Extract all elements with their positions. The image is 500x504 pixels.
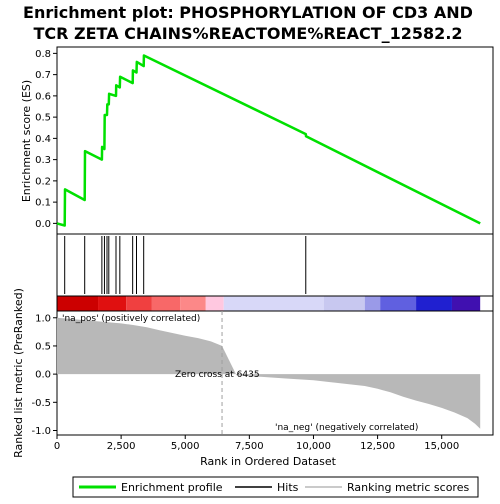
hit-lines [64,236,307,294]
plot-title-line1: Enrichment plot: PHOSPHORYLATION OF CD3 … [23,3,473,22]
hits-panel-frame [56,233,494,297]
hits-panel [56,233,494,297]
legend-metric-label: Ranking metric scores [347,481,469,494]
es-y-tick-label: 0.0 [35,219,51,230]
metric-x-tick-label: 12,500 [360,441,395,452]
metric-x-tick-label: 0 [54,441,60,452]
color-bar-cell [151,296,181,311]
metric-y-tick-label: -0.5 [31,398,51,409]
es-panel-frame [56,46,494,235]
color-bar-cell [364,296,381,311]
metric-y-tick-label: -1.0 [31,426,51,437]
enrichment-profile-panel: 0.0 0.1 0.2 0.3 0.4 0.5 0.6 0.7 0.8 Enrichment s… [20,46,494,235]
metric-area [57,317,481,429]
es-y-tick-label: 0.3 [35,155,51,166]
es-y-tick-label: 0.5 [35,113,51,124]
es-y-tick-label: 0.7 [35,70,51,81]
color-bar-cell [451,296,481,311]
legend: Enrichment profile Hits Ranking metric s… [72,476,479,498]
metric-x-tick-label: 5,000 [171,441,200,452]
ranking-color-bar [56,295,494,312]
ranked-metric-panel: -1.0 -0.5 0.0 0.5 1.0 0 2,500 5,000 7,500 10,000… [12,288,494,468]
color-bar-cell [416,296,452,311]
color-bar-cell [98,296,127,311]
es-y-tick-label: 0.6 [35,91,51,102]
es-y-tick-label: 0.4 [35,134,51,145]
metric-y-tick-label: 0.0 [35,370,51,381]
zero-cross-label: Zero cross at 6435 [175,370,260,380]
es-y-tick-label: 0.2 [35,176,51,187]
metric-x-axis-label: Rank in Ordered Dataset [200,455,337,468]
color-bar-cell [57,296,99,311]
color-bar-cells [57,296,481,311]
metric-x-tick-label: 2,500 [107,441,136,452]
color-bar-cell [323,296,365,311]
metric-y-axis-label: Ranked list metric (PreRanked) [12,288,25,458]
color-bar-cell [180,296,206,311]
metric-x-axis-ticks: 0 2,500 5,000 7,500 10,000 12,500 15,000 [54,435,459,452]
es-y-axis-label: Enrichment score (ES) [20,80,33,202]
color-bar-cell [205,296,224,311]
metric-x-tick-label: 7,500 [235,441,264,452]
color-bar-cell [380,296,417,311]
metric-y-tick-label: 1.0 [35,313,51,324]
plot-title-line2: TCR ZETA CHAINS%REACTOME%REACT_12582.2 [33,24,462,43]
metric-x-tick-label: 10,000 [296,441,331,452]
legend-es-label: Enrichment profile [121,481,223,494]
legend-hits-label: Hits [277,481,299,494]
metric-y-tick-label: 0.5 [35,341,51,352]
color-bar-cell [223,296,324,311]
positive-correlation-label: 'na_pos' (positively correlated) [62,314,200,324]
es-y-tick-label: 0.1 [35,198,51,209]
negative-correlation-label: 'na_neg' (negatively correlated) [275,423,418,433]
metric-x-tick-label: 15,000 [424,441,459,452]
es-y-axis-ticks: 0.0 0.1 0.2 0.3 0.4 0.5 0.6 0.7 0.8 [35,49,57,230]
color-bar-cell [126,296,152,311]
legend-frame [72,476,479,498]
metric-y-axis-ticks: -1.0 -0.5 0.0 0.5 1.0 [31,313,57,437]
es-y-tick-label: 0.8 [35,49,51,60]
es-profile-line [56,54,481,227]
